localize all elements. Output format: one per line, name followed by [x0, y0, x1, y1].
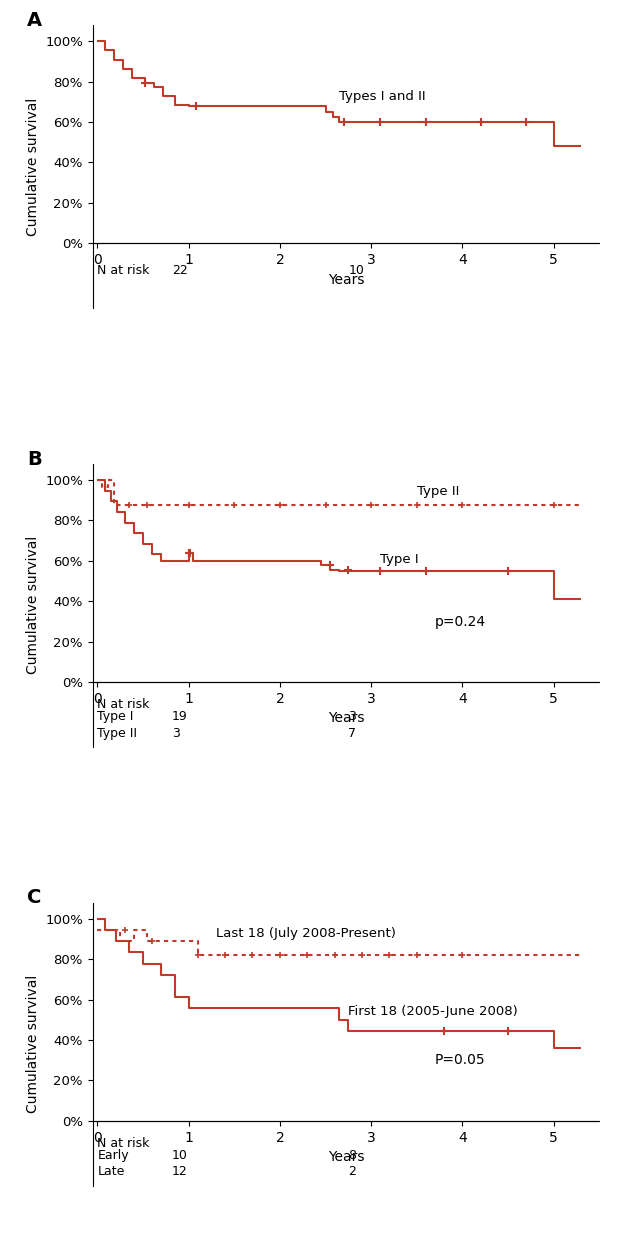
Y-axis label: Cumulative survival: Cumulative survival — [25, 97, 40, 236]
Text: N at risk: N at risk — [97, 699, 150, 711]
Text: Last 18 (July 2008-Present): Last 18 (July 2008-Present) — [216, 927, 396, 940]
Text: 3: 3 — [349, 710, 356, 724]
Text: p=0.24: p=0.24 — [435, 614, 486, 629]
Y-axis label: Cumulative survival: Cumulative survival — [25, 537, 40, 674]
Text: 12: 12 — [172, 1166, 188, 1178]
Text: N at risk: N at risk — [97, 1137, 150, 1151]
Text: 8: 8 — [349, 1149, 357, 1162]
Text: Type I: Type I — [380, 553, 419, 565]
Text: 2: 2 — [349, 1166, 356, 1178]
Text: Type I: Type I — [97, 710, 133, 724]
X-axis label: Years: Years — [328, 272, 365, 287]
X-axis label: Years: Years — [328, 1151, 365, 1164]
X-axis label: Years: Years — [328, 711, 365, 725]
Text: 19: 19 — [172, 710, 188, 724]
Text: N at risk: N at risk — [97, 263, 150, 277]
Text: C: C — [27, 889, 41, 907]
Text: Early: Early — [97, 1149, 129, 1162]
Text: 10: 10 — [349, 263, 364, 277]
Text: P=0.05: P=0.05 — [435, 1053, 486, 1067]
Text: Type II: Type II — [417, 485, 459, 498]
Text: 7: 7 — [349, 726, 357, 740]
Text: Types I and II: Types I and II — [339, 90, 426, 102]
Y-axis label: Cumulative survival: Cumulative survival — [25, 975, 40, 1113]
Text: Late: Late — [97, 1166, 125, 1178]
Text: 22: 22 — [172, 263, 188, 277]
Text: B: B — [27, 449, 41, 468]
Text: Type II: Type II — [97, 726, 137, 740]
Text: A: A — [27, 11, 42, 30]
Text: 10: 10 — [172, 1149, 188, 1162]
Text: First 18 (2005-June 2008): First 18 (2005-June 2008) — [349, 1005, 518, 1018]
Text: 3: 3 — [172, 726, 180, 740]
